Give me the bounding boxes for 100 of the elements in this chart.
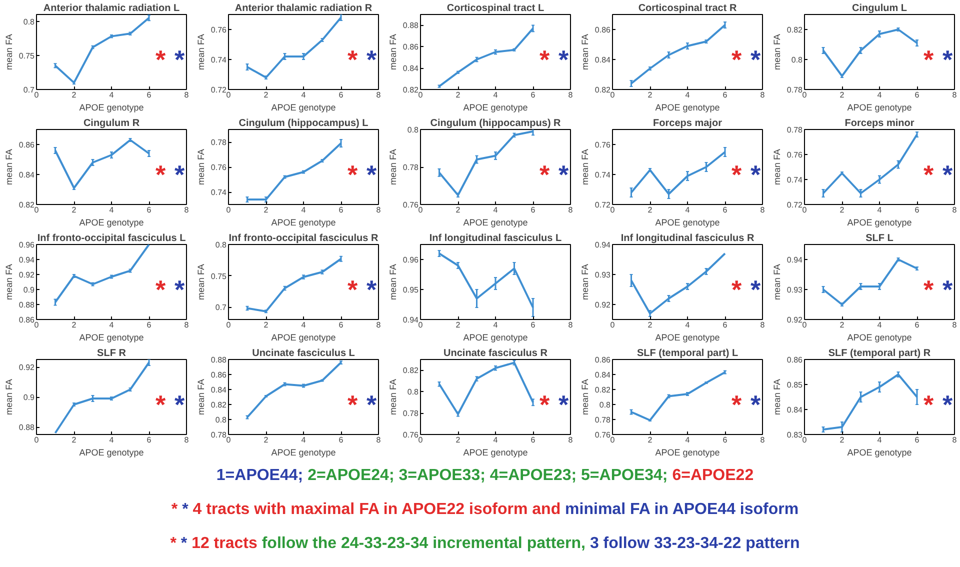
y-tick-label: 0.92 xyxy=(18,270,36,280)
x-tick-label: 4 xyxy=(109,320,114,330)
annotation: * xyxy=(174,44,186,74)
y-axis-title: mean FA xyxy=(580,34,590,70)
x-tick-label: 6 xyxy=(338,436,344,444)
y-tick-label: 0.86 xyxy=(594,356,612,364)
x-tick-label: 0 xyxy=(802,90,808,100)
annotation: * xyxy=(923,274,934,304)
y-tick-label: 0.76 xyxy=(594,430,612,440)
chart-title: Corticospinal tract L xyxy=(446,3,544,14)
annotation: * xyxy=(942,390,954,420)
x-axis-title: APOE genotype xyxy=(271,102,336,112)
y-tick-label: 0.82 xyxy=(594,386,612,394)
annotation: * xyxy=(347,44,358,74)
x-tick-label: 6 xyxy=(914,436,920,444)
y-tick-label: 0.92 xyxy=(594,300,612,310)
y-tick-label: 0.8 xyxy=(215,240,228,250)
x-tick-label: 6 xyxy=(530,206,536,214)
annotation: * xyxy=(731,160,742,190)
y-tick-label: 0.76 xyxy=(786,150,804,160)
annotation: * xyxy=(155,44,166,74)
x-tick-label: 4 xyxy=(685,436,690,444)
annotation: * xyxy=(347,160,358,190)
annotation: * xyxy=(923,160,934,190)
y-tick-label: 0.84 xyxy=(402,64,420,74)
x-tick-label: 6 xyxy=(146,206,152,214)
y-tick-label: 0.74 xyxy=(210,188,228,197)
x-tick-label: 8 xyxy=(376,90,382,100)
text: * xyxy=(182,501,188,518)
x-tick-label: 4 xyxy=(109,90,114,100)
y-tick-label: 0.88 xyxy=(18,300,36,310)
x-tick-label: 8 xyxy=(568,320,574,330)
x-tick-label: 8 xyxy=(376,320,382,330)
y-axis-title: mean FA xyxy=(580,378,590,416)
x-tick-label: 4 xyxy=(877,436,882,444)
x-axis-title: APOE genotype xyxy=(271,332,336,342)
x-tick-label: 8 xyxy=(568,90,574,100)
x-tick-label: 6 xyxy=(146,90,152,100)
annotation: * xyxy=(731,390,742,420)
x-tick-label: 2 xyxy=(72,206,77,214)
x-tick-label: 8 xyxy=(568,436,574,444)
x-tick-label: 0 xyxy=(418,206,424,214)
y-tick-label: 0.78 xyxy=(402,163,420,172)
x-tick-label: 8 xyxy=(952,206,958,214)
chart-title: SLF (temporal part) L xyxy=(636,348,738,359)
x-axis-title: APOE genotype xyxy=(463,218,528,228)
y-axis-title: mean FA xyxy=(4,378,14,416)
x-tick-label: 4 xyxy=(301,320,306,330)
y-tick-label: 0.84 xyxy=(18,170,36,180)
x-tick-label: 6 xyxy=(338,90,344,100)
text: 4 tracts with maximal FA in APOE22 isoform and xyxy=(192,501,561,518)
y-tick-label: 0.83 xyxy=(786,430,804,440)
y-tick-label: 0.86 xyxy=(18,316,36,324)
y-tick-label: 0.88 xyxy=(210,356,228,364)
chart-title: Anterior thalamic radiation R xyxy=(234,3,373,14)
y-axis-title: mean FA xyxy=(388,148,398,186)
annotation: * xyxy=(155,274,166,304)
annotation: * xyxy=(731,274,742,304)
annotation: * xyxy=(539,390,550,420)
chart-title: Corticospinal tract R xyxy=(638,3,738,14)
y-axis-title: mean FA xyxy=(196,264,206,300)
chart-title: Uncinate fasciculus L xyxy=(252,348,355,359)
x-tick-label: 2 xyxy=(840,90,845,100)
x-tick-label: 0 xyxy=(802,206,808,214)
y-tick-label: 0.78 xyxy=(786,126,804,134)
y-tick-label: 0.76 xyxy=(594,140,612,150)
annotation: * xyxy=(539,44,550,74)
x-tick-label: 0 xyxy=(418,320,424,330)
x-tick-label: 2 xyxy=(264,320,269,330)
annotation: * xyxy=(750,274,762,304)
y-axis-title: mean FA xyxy=(196,378,206,416)
y-tick-label: 0.78 xyxy=(402,409,420,418)
x-tick-label: 2 xyxy=(264,90,269,100)
y-tick-label: 0.76 xyxy=(402,430,420,440)
text: 1=APOE44; xyxy=(216,467,304,484)
annotation: * xyxy=(366,44,378,74)
annotation: * xyxy=(750,160,762,190)
y-tick-label: 0.84 xyxy=(786,406,804,414)
y-tick-label: 0.9 xyxy=(23,286,36,294)
annotation: * xyxy=(558,44,570,74)
y-tick-label: 0.75 xyxy=(18,51,36,60)
annotation: * xyxy=(923,44,934,74)
y-tick-label: 0.92 xyxy=(786,316,804,324)
annotation: * xyxy=(366,390,378,420)
annotation: * xyxy=(750,390,762,420)
x-axis-title: APOE genotype xyxy=(655,218,720,228)
x-axis-title: APOE genotype xyxy=(463,332,528,342)
chart-title: Cingulum (hippocampus) R xyxy=(430,118,562,129)
x-axis-title: APOE genotype xyxy=(655,102,720,112)
y-tick-label: 0.8 xyxy=(791,56,804,64)
y-tick-label: 0.85 xyxy=(786,380,804,390)
x-axis-title: APOE genotype xyxy=(847,332,912,342)
x-tick-label: 0 xyxy=(802,320,808,330)
y-axis-title: mean FA xyxy=(4,148,14,186)
x-axis-title: APOE genotype xyxy=(655,332,720,342)
x-tick-label: 2 xyxy=(456,90,461,100)
x-tick-label: 4 xyxy=(301,90,306,100)
annotation: * xyxy=(174,274,186,304)
x-tick-label: 2 xyxy=(264,436,269,444)
y-axis-title: mean FA xyxy=(772,264,782,300)
